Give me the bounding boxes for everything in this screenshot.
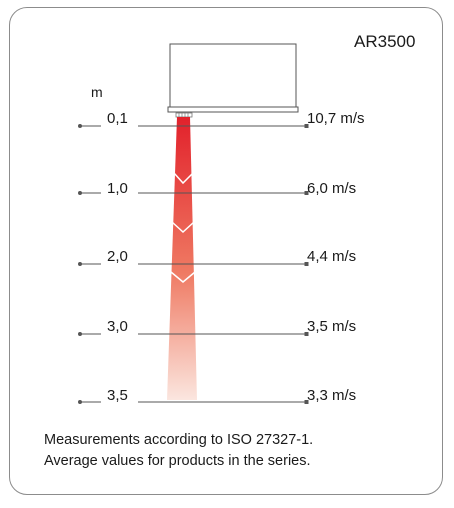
air-curtain-unit [169,43,297,110]
row-line [78,332,309,336]
note-line: Average values for products in the serie… [44,453,311,469]
measurement-lines [78,124,309,404]
note-line: Measurements according to ISO 27327-1. [44,432,314,448]
distance-label: 2,0 [107,248,128,265]
speed-label: 3,3 m/s [307,387,357,404]
speed-label: 3,5 m/s [307,318,357,335]
unit-bottom-plate [167,106,299,113]
distance-label: 1,0 [107,180,128,197]
distance-label: 3,5 [107,387,128,404]
distance-unit-label: m [91,84,103,100]
model-name: AR3500 [354,32,416,51]
row-line [78,400,309,404]
speed-label: 6,0 m/s [307,180,357,197]
row-line [78,191,309,195]
distance-label: 0,1 [107,110,128,127]
speed-label: 10,7 m/s [307,110,365,127]
beam-chevrons [170,172,196,283]
air-beam [167,117,197,400]
row-line [78,262,309,266]
speed-label: 4,4 m/s [307,248,357,265]
distance-label: 3,0 [107,318,128,335]
row-line [78,124,309,128]
measurement-note: Measurements according to ISO 27327-1. A… [44,430,313,472]
nozzle-grille [175,112,193,118]
